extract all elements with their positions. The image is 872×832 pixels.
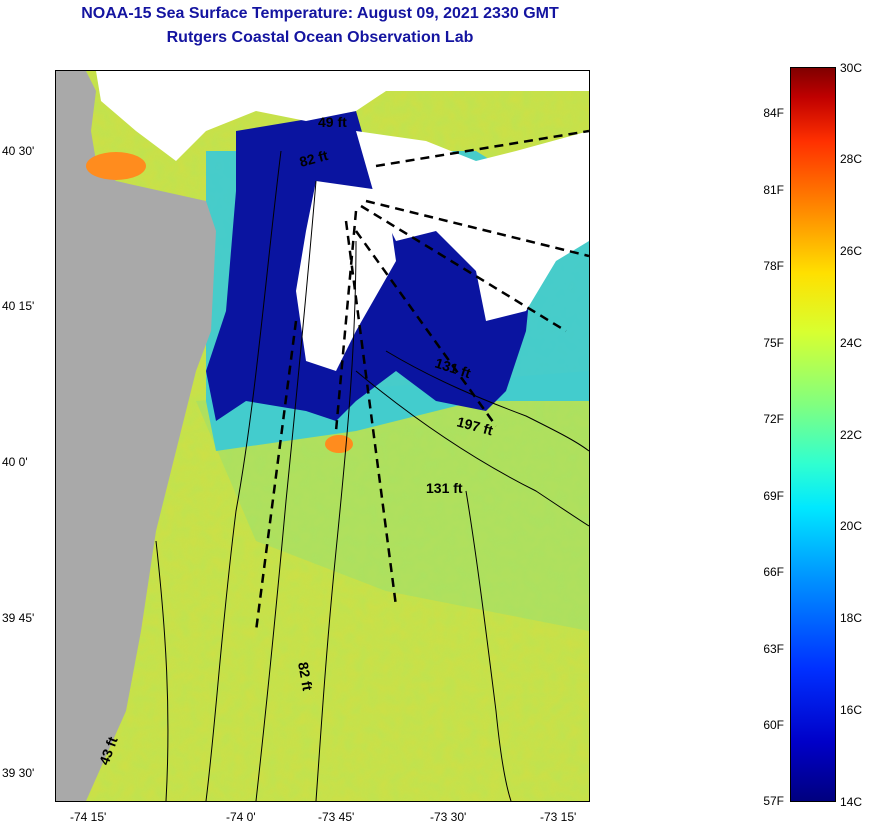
chart-title: NOAA-15 Sea Surface Temperature: August … [81,5,559,22]
longitude-label: -74 15' [70,810,107,824]
longitude-label: -74 0' [226,810,256,824]
colorbar-celsius-label: 20C [840,519,863,533]
depth-label: 49 ft [318,114,347,130]
longitude-label: -73 45' [318,810,355,824]
colorbar-fahrenheit-label: 60F [763,718,784,732]
latitude-label: 39 30' [2,766,35,780]
colorbar-fahrenheit-label: 57F [763,794,784,808]
depth-label: 82 ft [298,147,330,170]
colorbar-celsius-label: 28C [840,152,863,166]
hot-spot-northwest [86,152,146,180]
bathymetry-contours [155,150,589,801]
hot-spot-center [325,435,353,453]
colorbar-celsius-label: 22C [840,428,863,442]
colorbar-fahrenheit-label: 84F [763,106,784,120]
land [56,71,216,801]
longitude-label: -73 15' [540,810,577,824]
latitude-label: 40 15' [2,299,35,313]
colorbar-fahrenheit-label: 78F [763,259,784,273]
temperature-colorbar [790,67,836,802]
colorbar-fahrenheit-label: 69F [763,489,784,503]
depth-label: 131 ft [426,480,463,496]
latitude-label: 40 30' [2,144,35,158]
chart-subtitle: Rutgers Coastal Ocean Observation Lab [166,29,474,46]
colorbar-fahrenheit-label: 81F [763,183,784,197]
cloud-north [96,71,589,161]
longitude-label: -73 30' [430,810,467,824]
colorbar-fahrenheit-label: 72F [763,412,784,426]
colorbar-celsius-label: 16C [840,703,863,717]
colorbar-celsius-label: 18C [840,611,863,625]
sst-map-svg: 49 ft 82 ft 131 ft 197 ft 131 ft 82 ft 4… [56,71,589,801]
cloud-center [296,181,396,371]
latitude-label: 40 0' [2,455,28,469]
sst-map: 49 ft 82 ft 131 ft 197 ft 131 ft 82 ft 4… [55,70,590,802]
depth-label: 82 ft [295,661,316,692]
shipping-lanes [254,129,589,632]
latitude-label: 39 45' [2,611,35,625]
colorbar-fahrenheit-label: 75F [763,336,784,350]
colorbar-celsius-label: 30C [840,61,863,75]
colorbar-celsius-label: 24C [840,336,863,350]
colorbar-fahrenheit-label: 63F [763,642,784,656]
colorbar-celsius-label: 14C [840,795,863,809]
colorbar-celsius-label: 26C [840,244,863,258]
colorbar-fahrenheit-label: 66F [763,565,784,579]
